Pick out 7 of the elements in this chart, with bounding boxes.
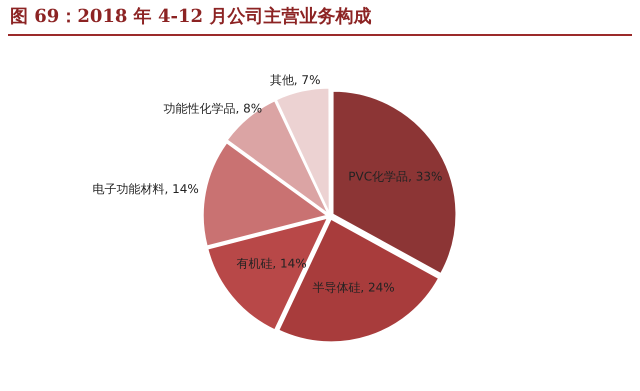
slice-label: 功能性化学品, 8% [163,101,262,116]
slice-label: PVC化学品, 33% [348,169,442,184]
slice-label: 有机硅, 14% [236,256,307,271]
slice-label: 电子功能材料, 14% [92,182,199,196]
slice-label: 半导体硅, 24% [312,280,395,294]
chart-title: 图 69：2018 年 4-12 月公司主营业务构成 [8,0,632,36]
slice-label: 其他, 7% [270,72,320,87]
